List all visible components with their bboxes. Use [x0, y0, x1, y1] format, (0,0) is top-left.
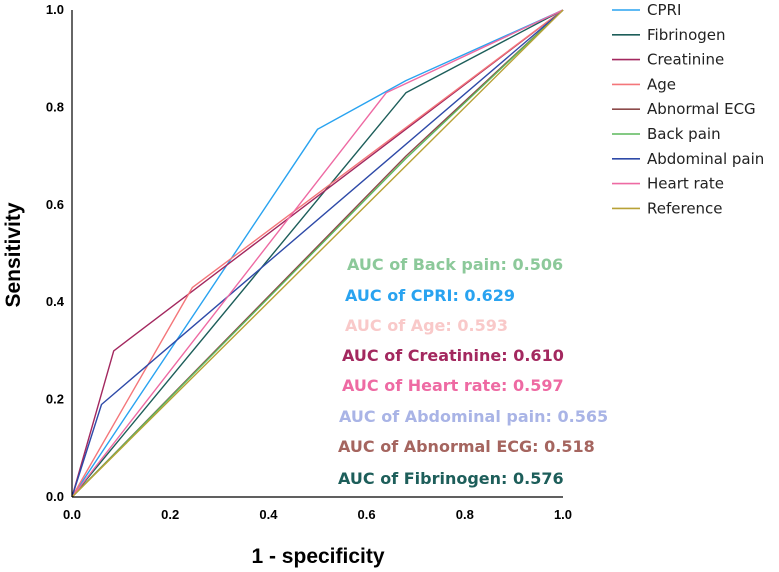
series-line-reference — [71, 9, 564, 498]
auc-annotation: AUC of Heart rate: 0.597 — [342, 376, 564, 395]
y-tick-label: 0.0 — [46, 489, 64, 504]
x-tick-label: 0.8 — [456, 507, 474, 522]
legend-label-heart-rate: Heart rate — [647, 175, 724, 193]
x-tick-label: 0.6 — [358, 507, 376, 522]
auc-annotation: AUC of CPRI: 0.629 — [345, 286, 515, 305]
y-tick-label: 0.8 — [46, 99, 64, 114]
y-tick-label: 0.2 — [46, 392, 64, 407]
legend-label-creatinine: Creatinine — [647, 51, 724, 69]
y-axis-title: Sensitivity — [2, 202, 25, 307]
legend-label-abnormal-ecg: Abnormal ECG — [647, 100, 756, 118]
legend-label-back-pain: Back pain — [647, 125, 721, 143]
auc-annotation: AUC of Back pain: 0.506 — [347, 255, 563, 274]
legend-label-age: Age — [647, 75, 676, 93]
y-tick-label: 0.6 — [46, 197, 64, 212]
x-tick-label: 0.4 — [259, 507, 278, 522]
y-tick-label: 1.0 — [46, 2, 64, 17]
legend-label-abdominal-pain: Abdominal pain — [647, 150, 764, 168]
x-tick-label: 1.0 — [554, 507, 572, 522]
legend: CPRI Fibrinogen Creatinine Age Abnormal ECG B… — [612, 1, 764, 217]
legend-label-cpri: CPRI — [647, 1, 681, 19]
auc-annotation: AUC of Creatinine: 0.610 — [342, 346, 564, 365]
auc-annotation: AUC of Fibrinogen: 0.576 — [338, 469, 564, 488]
auc-annotation: AUC of Age: 0.593 — [345, 316, 508, 335]
x-tick-label: 0.2 — [161, 507, 179, 522]
y-tick-label: 0.4 — [46, 294, 65, 309]
auc-annotation: AUC of Abdominal pain: 0.565 — [339, 407, 608, 426]
series-line-cpri — [71, 9, 564, 498]
plot-lines — [71, 9, 564, 498]
auc-annotations: AUC of Back pain: 0.506 AUC of CPRI: 0.62… — [338, 255, 608, 488]
series-line-back-pain — [71, 9, 564, 498]
x-tick-label: 0.0 — [63, 507, 81, 522]
series-line-heart-rate — [71, 9, 564, 498]
series-line-creatinine — [71, 9, 564, 498]
x-axis-title: 1 - specificity — [251, 545, 384, 568]
series-line-abdominal-pain — [71, 9, 564, 498]
legend-label-reference: Reference — [647, 199, 723, 217]
series-line-fibrinogen — [71, 9, 564, 498]
x-ticks: 0.0 0.2 0.4 0.6 0.8 1.0 — [63, 507, 572, 522]
axes — [71, 10, 563, 498]
auc-annotation: AUC of Abnormal ECG: 0.518 — [338, 437, 595, 456]
y-ticks: 0.0 0.2 0.4 0.6 0.8 1.0 — [46, 2, 65, 504]
legend-label-fibrinogen: Fibrinogen — [647, 26, 726, 44]
series-line-age — [71, 9, 564, 498]
